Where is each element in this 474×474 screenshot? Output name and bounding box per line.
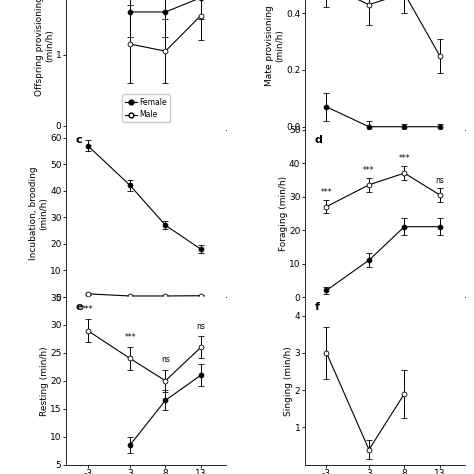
Text: ns: ns: [161, 355, 170, 364]
Text: 31: 31: [161, 153, 170, 162]
Text: 46: 46: [125, 317, 135, 326]
Text: (N= 25: (N= 25: [313, 153, 340, 162]
Text: 46: 46: [125, 153, 135, 162]
Text: 11): 11): [433, 317, 446, 326]
Text: 25: 25: [364, 317, 374, 326]
Text: f: f: [315, 302, 320, 312]
Text: 46: 46: [364, 153, 374, 162]
Text: ***: ***: [82, 305, 93, 314]
Text: 31: 31: [400, 153, 409, 162]
Text: e: e: [76, 302, 83, 312]
Text: ns: ns: [196, 321, 205, 330]
Text: 32): 32): [433, 153, 446, 162]
Text: ***: ***: [124, 333, 136, 342]
Text: 31: 31: [161, 317, 170, 326]
Y-axis label: Offspring provisioning
(min/h): Offspring provisioning (min/h): [35, 0, 55, 96]
Text: (N= 25: (N= 25: [74, 317, 101, 326]
Text: c: c: [76, 135, 82, 145]
Y-axis label: Resting (min/h): Resting (min/h): [40, 346, 49, 416]
Legend: Female, Male: Female, Male: [122, 94, 170, 122]
Text: ns: ns: [435, 176, 444, 185]
Y-axis label: Mate provisioning
(min/h): Mate provisioning (min/h): [265, 5, 284, 86]
Text: ***: ***: [399, 154, 410, 163]
Y-axis label: Incubation, brooding
(min/h): Incubation, brooding (min/h): [29, 166, 49, 260]
Text: (N= 25: (N= 25: [313, 317, 340, 326]
Text: 32): 32): [194, 317, 207, 326]
Text: 32): 32): [194, 153, 207, 162]
Text: ***: ***: [363, 166, 375, 175]
Text: ***: ***: [321, 188, 332, 197]
Y-axis label: Singing (min/h): Singing (min/h): [284, 346, 293, 416]
Text: 11: 11: [400, 317, 409, 326]
Text: d: d: [315, 135, 323, 145]
Text: (N= na: (N= na: [74, 153, 101, 162]
Y-axis label: Foraging (min/h): Foraging (min/h): [279, 176, 288, 251]
